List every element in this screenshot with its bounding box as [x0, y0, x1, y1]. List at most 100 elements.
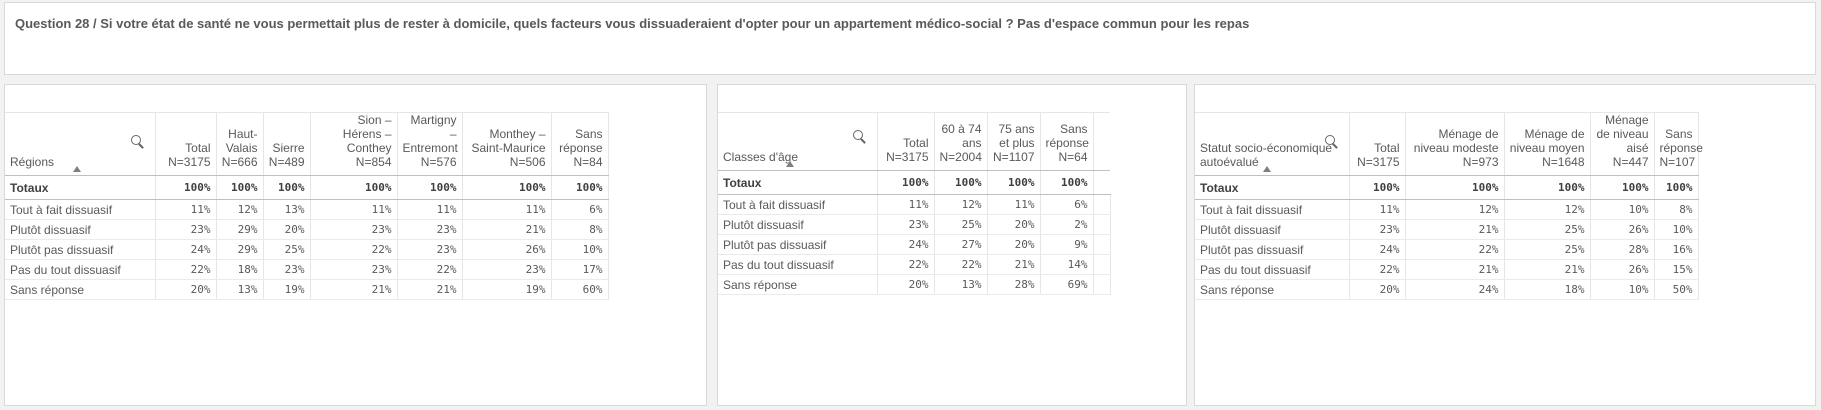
value-cell: 22%	[1349, 259, 1406, 280]
column-header[interactable]: Monthey – Saint-Maurice N=506	[462, 112, 552, 176]
total-cell: 100%	[934, 170, 988, 195]
table-row[interactable]: Tout à fait dissuasif 11% 12% 13% 11% 11% 11% 6…	[5, 199, 609, 220]
value-cell: 15%	[1654, 259, 1699, 280]
column-header[interactable]: Sion – Hérens – Conthey N=854	[310, 112, 398, 176]
value-cell: 10%	[1654, 219, 1699, 240]
row-label: Plutôt pas dissuasif	[718, 234, 878, 255]
table-row[interactable]: Sans réponse 20% 24% 18% 10% 50%	[1195, 279, 1699, 300]
table-row[interactable]: Sans réponse 20% 13% 28% 69%	[718, 274, 1111, 295]
column-count: N=666	[221, 155, 258, 169]
row-label: Plutôt pas dissuasif	[5, 239, 156, 260]
column-count: N=447	[1612, 155, 1649, 169]
sort-ascending-icon[interactable]	[73, 166, 81, 172]
table-row[interactable]: Plutôt dissuasif 23% 29% 20% 23% 23% 21% 8%	[5, 219, 609, 240]
column-count: N=84	[573, 155, 603, 169]
value-cell: 27%	[934, 234, 988, 255]
table-row[interactable]: Pas du tout dissuasif 22% 22% 21% 14%	[718, 254, 1111, 275]
table-row[interactable]: Plutôt dissuasif 23% 21% 25% 26% 10%	[1195, 219, 1699, 240]
header-row: Classes d'âge Total N=3175 60 à 74 ans N=200…	[718, 112, 1110, 171]
column-header[interactable]: Sans réponse N=107	[1654, 112, 1703, 176]
value-cell: 19%	[462, 279, 552, 300]
column-header[interactable]: Sierre N=489	[263, 112, 311, 176]
sort-ascending-icon[interactable]	[786, 161, 794, 167]
value-cell: 21%	[1405, 219, 1505, 240]
dimension-label: Classes d'âge	[723, 150, 798, 164]
row-label: Pas du tout dissuasif	[5, 259, 156, 280]
table-row[interactable]: Plutôt dissuasif 23% 25% 20% 2%	[718, 214, 1111, 235]
dimension-header[interactable]: Classes d'âge	[718, 112, 878, 171]
value-cell: 17%	[551, 259, 609, 280]
search-icon[interactable]	[852, 130, 867, 144]
sort-ascending-icon[interactable]	[1263, 166, 1271, 172]
value-cell: 25%	[263, 239, 311, 260]
row-label: Totaux	[5, 175, 156, 200]
dimension-header[interactable]: Statut socio-économique autoévalué	[1195, 112, 1350, 176]
column-count: N=3175	[886, 150, 929, 164]
column-label: Haut-Valais	[225, 127, 258, 155]
search-icon[interactable]	[130, 135, 145, 149]
column-header[interactable]: 75 ans et plus N=1107	[987, 112, 1041, 171]
row-label: Pas du tout dissuasif	[718, 254, 878, 275]
value-cell: 23%	[1349, 219, 1406, 240]
column-header[interactable]: Total N=3175	[1349, 112, 1406, 176]
value-cell: 8%	[1654, 199, 1699, 220]
row-label: Pas du tout dissuasif	[1195, 259, 1350, 280]
value-cell: 26%	[462, 239, 552, 260]
search-icon[interactable]	[1324, 135, 1339, 149]
value-cell: 13%	[934, 274, 988, 295]
table-row[interactable]: Plutôt pas dissuasif 24% 22% 25% 28% 16%	[1195, 239, 1699, 260]
column-count: N=506	[509, 155, 546, 169]
table-panel-regions[interactable]: Régions Total N=3175 Haut-Valais N=666 Sierre…	[4, 84, 707, 406]
row-label: Sans réponse	[718, 274, 878, 295]
value-cell: 6%	[551, 199, 609, 220]
value-cell: 26%	[1590, 259, 1655, 280]
column-header[interactable]: 60 à 74 ans N=2004	[934, 112, 988, 171]
table-row[interactable]: Tout à fait dissuasif 11% 12% 11% 6%	[718, 194, 1111, 215]
row-label: Plutôt dissuasif	[1195, 219, 1350, 240]
dimension-header[interactable]: Régions	[5, 112, 156, 176]
value-cell: 23%	[877, 214, 935, 235]
column-label: 60 à 74 ans	[941, 122, 982, 150]
table-row[interactable]: Plutôt pas dissuasif 24% 27% 20% 9%	[718, 234, 1111, 255]
total-cell: 100%	[877, 170, 935, 195]
table-row[interactable]: Pas du tout dissuasif 22% 18% 23% 23% 22% 23% 1…	[5, 259, 609, 280]
header-row: Régions Total N=3175 Haut-Valais N=666 Sierre…	[5, 112, 609, 176]
totals-row: Totaux 100% 100% 100% 100% 100% 100% 100%	[5, 175, 609, 200]
value-cell: 14%	[1040, 254, 1094, 275]
column-header[interactable]: Haut-Valais N=666	[216, 112, 264, 176]
row-label: Tout à fait dissuasif	[5, 199, 156, 220]
table-row[interactable]: Pas du tout dissuasif 22% 21% 21% 26% 15%	[1195, 259, 1699, 280]
column-count: N=854	[355, 155, 392, 169]
column-header[interactable]: Ménage de niveau moyen N=1648	[1504, 112, 1591, 176]
value-cell: 20%	[155, 279, 217, 300]
table-panel-ages[interactable]: Classes d'âge Total N=3175 60 à 74 ans N=200…	[717, 84, 1187, 406]
row-label: Totaux	[718, 170, 878, 195]
column-header[interactable]: Sans réponse N=84	[551, 112, 609, 176]
column-count: N=489	[268, 155, 305, 169]
table-panel-statut[interactable]: Statut socio-économique autoévalué Total N…	[1194, 84, 1816, 406]
row-label: Plutôt dissuasif	[718, 214, 878, 235]
value-cell: 22%	[310, 239, 398, 260]
column-header[interactable]: Martigny – Entremont N=576	[397, 112, 463, 176]
table-row[interactable]: Sans réponse 20% 13% 19% 21% 21% 19% 60%	[5, 279, 609, 300]
value-cell: 22%	[155, 259, 217, 280]
total-cell: 100%	[1040, 170, 1094, 195]
row-filler	[1093, 234, 1111, 255]
value-cell: 24%	[1349, 239, 1406, 260]
column-header[interactable]: Total N=3175	[877, 112, 935, 171]
total-cell: 100%	[987, 170, 1041, 195]
value-cell: 11%	[310, 199, 398, 220]
table-row[interactable]: Plutôt pas dissuasif 24% 29% 25% 22% 23% 26% 10…	[5, 239, 609, 260]
value-cell: 69%	[1040, 274, 1094, 295]
totals-row: Totaux 100% 100% 100% 100%	[718, 170, 1110, 195]
header-row: Statut socio-économique autoévalué Total N…	[1195, 112, 1703, 176]
table-row[interactable]: Tout à fait dissuasif 11% 12% 12% 10% 8%	[1195, 199, 1699, 220]
column-header[interactable]: Sans réponse N=64	[1040, 112, 1094, 171]
column-header[interactable]: Ménage de niveau aisé N=447	[1590, 112, 1655, 176]
value-cell: 9%	[1040, 234, 1094, 255]
column-header[interactable]: Ménage de niveau modeste N=973	[1405, 112, 1505, 176]
column-header[interactable]: Total N=3175	[155, 112, 217, 176]
total-cell: 100%	[216, 175, 264, 200]
value-cell: 12%	[216, 199, 264, 220]
title-panel: Question 28 / Si votre état de santé ne …	[4, 2, 1816, 75]
